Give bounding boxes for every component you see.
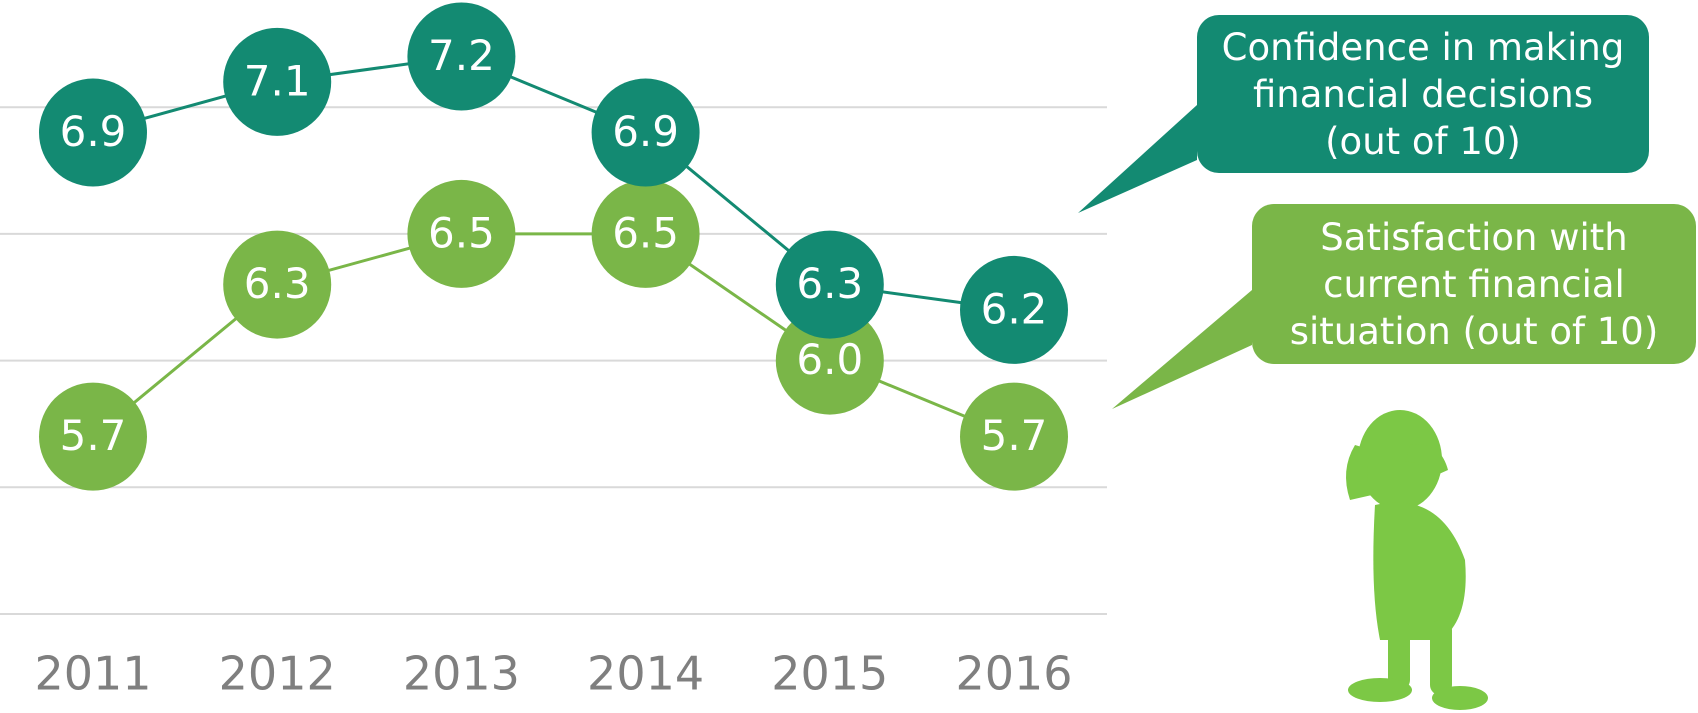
data-label: 6.3: [796, 259, 863, 308]
data-label: 7.1: [244, 56, 311, 105]
data-label: 6.9: [612, 107, 679, 156]
legend-callout: Satisfaction with current financial situ…: [1252, 204, 1696, 364]
callout-tail: [1078, 105, 1197, 213]
data-label: 6.2: [981, 284, 1048, 333]
x-tick-label: 2014: [587, 647, 704, 701]
x-tick-label: 2016: [955, 647, 1072, 701]
page: 2011 2012 2013 2014 2015 2016 5.7 6.3 6.5 6.5 6.0 5…: [0, 0, 1698, 713]
callout-tail: [1112, 290, 1252, 409]
data-label: 6.0: [796, 335, 863, 384]
data-label: 6.9: [60, 107, 127, 156]
data-label: 5.7: [981, 411, 1048, 460]
data-label: 6.5: [612, 208, 679, 257]
x-tick-label: 2013: [403, 647, 520, 701]
x-tick-label: 2012: [219, 647, 336, 701]
data-label: 7.2: [428, 31, 495, 80]
data-label: 6.5: [428, 208, 495, 257]
legend-callout: Confidence in making financial decisions…: [1197, 15, 1649, 173]
data-label: 6.3: [244, 259, 311, 308]
x-tick-label: 2011: [34, 647, 151, 701]
figure: [1346, 410, 1488, 710]
data-label: 5.7: [60, 411, 127, 460]
x-tick-label: 2015: [771, 647, 888, 701]
